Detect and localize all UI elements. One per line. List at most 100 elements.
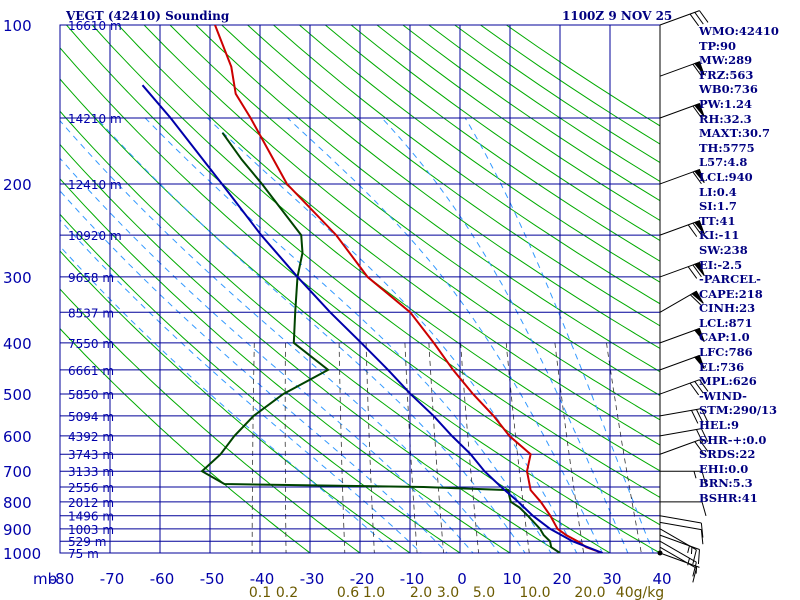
dry-adiabat [169,25,660,397]
sounding-index-item: LCL:871 [699,315,753,330]
mixing-ratio-label: 20.0 [574,585,605,600]
wind-barb [659,10,709,27]
mixing-ratio-line [338,342,346,553]
temperature-tick-20: 20 [552,570,571,588]
wind-barb [660,470,707,486]
wind-barb [659,528,697,565]
pressure-temperature-grid [59,24,661,554]
height-label: 2556 m [68,481,114,495]
sounding-index-item: RH:32.3 [699,111,752,126]
mixing-ratio-line [251,342,255,553]
height-label: 6661 m [68,364,114,378]
mixing-ratio-line [554,342,585,553]
sounding-index-item: L57:4.8 [699,155,748,170]
mixing-ratio-label: 1.0 [363,585,385,600]
height-label: 9658 m [68,271,114,285]
mixing-ratio-label: 0.2 [276,585,298,600]
height-label: 5094 m [68,410,114,424]
sounding-index-item: LFC:786 [699,345,753,360]
sounding-index-item: BRN:5.3 [699,476,753,491]
wind-barb [660,501,707,516]
sounding-index-item: CINH:23 [699,301,756,316]
temperature-tick--80: -80 [50,570,75,588]
height-label: 3133 m [68,465,114,479]
sounding-index-item: WMO:42410 [699,24,779,38]
wind-barb [659,290,704,313]
temperature-tick-40: 40 [652,570,671,588]
wind-barb [659,261,705,279]
wind-barb [659,428,709,443]
mixing-ratio-label: 3.0 [437,585,459,600]
sounding-index-item: LCL:940 [699,169,753,184]
temperature-tick--50: -50 [200,570,225,588]
pressure-label-1000: 1000 [3,545,41,563]
mixing-ratio-label: 5.0 [473,585,495,600]
surface-wind-dot [657,550,663,556]
parcel-line [141,84,603,553]
mixing-ratio-line [606,342,642,553]
wind-barb [659,546,697,583]
dry-adiabat [143,25,660,421]
mixing-ratio-line [365,342,375,553]
sounding-index-item: SHR-+:0.0 [699,432,767,447]
pressure-label-800: 800 [3,494,32,512]
dry-adiabat [60,47,660,526]
height-label: 3743 m [68,448,114,462]
dry-adiabat [91,25,660,472]
dry-adiabat [66,25,660,498]
sounding-index-item: BSHR:41 [699,491,758,505]
pressure-label-900: 900 [3,521,32,539]
sounding-index-item: WB0:736 [699,82,758,97]
dry-adiabat [117,25,660,446]
height-label: 12410 m [68,178,122,192]
pressure-label-500: 500 [3,386,32,404]
wind-barb [659,327,705,344]
sounding-index-item: SW:238 [699,242,748,257]
sounding-index-item: EL:736 [699,359,745,374]
mixing-ratio-label: 10.0 [519,585,550,600]
chart-datetime: 1100Z 9 NOV 25 [562,9,672,23]
dry-adiabat [60,213,461,553]
pressure-label-200: 200 [3,176,32,194]
wind-barb [659,521,704,545]
mixing-ratio-line [428,342,445,553]
dry-adiabat [60,143,561,553]
wind-barb [659,534,700,565]
temperature-line [214,25,603,553]
pressure-label-100: 100 [3,17,32,35]
dry-adiabat [299,25,660,283]
sounding-index-item: TT:41 [699,213,736,228]
mixing-ratio-line [284,342,287,553]
sounding-index-item: -PARCEL- [699,272,761,287]
temperature-tick--30: -30 [300,570,325,588]
sounding-index-item: TP:90 [699,38,737,53]
sounding-index-item: STM:290/13 [699,403,778,418]
sounding-index-item: FRZ:563 [699,67,754,82]
pressure-label-300: 300 [3,269,32,287]
sounding-index-item: KI:-11 [699,228,740,243]
temperature-tick-0: 0 [457,570,467,588]
temperature-tick--60: -60 [150,570,175,588]
chart-title: VEGT (42410) Sounding [65,9,230,23]
temperature-tick-30: 30 [602,570,621,588]
mixing-ratio-label: 0.1 [249,585,271,600]
mixing-ratio-label: 0.6 [337,585,359,600]
height-label: 10920 m [68,229,122,243]
dry-adiabat [221,25,660,350]
sounding-index-item: SI:1.7 [699,199,737,214]
pressure-label-600: 600 [3,428,32,446]
sounding-index-item: LI:0.4 [699,184,737,199]
wind-barb [659,439,709,455]
mixing-ratio-label: 2.0 [410,585,432,600]
dry-adiabat [60,178,511,553]
sounding-index-item: SRDS:22 [699,447,756,462]
temperature-tick--40: -40 [250,570,275,588]
dry-adiabat [60,78,660,553]
dry-adiabat [60,110,611,553]
temperature-tick--70: -70 [100,570,125,588]
sounding-profiles [141,25,603,553]
height-label: 529 m [68,535,106,549]
height-label: 75 m [68,547,99,561]
